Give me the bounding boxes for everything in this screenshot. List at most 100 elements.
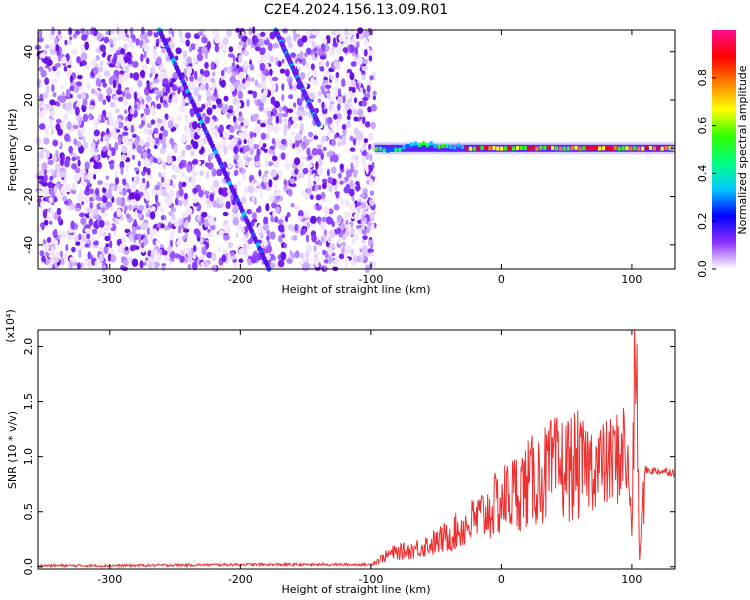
tone-band-cell <box>378 146 382 151</box>
spectrogram-noise-cell <box>241 226 245 234</box>
spectrogram-noise-cell <box>40 81 44 87</box>
spectrogram-noise-cell <box>80 52 88 61</box>
spectrogram-noise-cell <box>79 244 86 249</box>
spectrogram-noise-cell <box>113 229 117 238</box>
spectrogram-noise-cell <box>92 209 97 217</box>
tone-band-cell <box>500 146 504 151</box>
spectrogram-noise-cell <box>258 105 264 112</box>
spectrogram-noise-cell <box>110 128 116 137</box>
spectrogram-noise-cell <box>277 224 285 232</box>
spectrogram-noise-cell <box>81 179 86 187</box>
spectrogram-noise-cell <box>201 211 208 218</box>
spectrogram-noise-cell <box>336 227 341 234</box>
snr-y-axis: 0.0 0.5 1.0 1.5 2.0 <box>22 338 675 576</box>
spectrogram-noise-cell <box>49 189 56 197</box>
spectrogram-noise-cell <box>335 71 340 79</box>
spectrogram-noise-cell <box>233 154 240 160</box>
spectrogram-noise-cell <box>67 101 72 110</box>
spectrogram-noise-cell <box>301 110 308 117</box>
spectrogram-noise-cell <box>254 181 260 187</box>
spectrogram-noise-cell <box>94 260 99 269</box>
spectrogram-noise-cell <box>136 144 143 154</box>
spectrogram-noise-cell <box>233 146 239 154</box>
spectrogram-noise-cell <box>61 56 67 64</box>
spectrogram-noise-cell <box>347 211 352 220</box>
spectrogram-noise-cell <box>102 146 108 152</box>
spectrogram-noise-cell <box>145 57 150 65</box>
spectrogram-noise-cell <box>137 160 141 167</box>
spectrogram-noise-cell <box>68 39 72 46</box>
spectrogram-noise-cell <box>152 157 158 163</box>
spectrogram-noise-cell <box>153 78 160 84</box>
spectrogram-noise-cell <box>100 132 104 139</box>
spectrogram-noise-cell <box>264 170 269 175</box>
spectrogram-noise-cell <box>151 188 155 196</box>
spectrogram-noise-cell <box>190 109 195 118</box>
spectrogram-noise-cell <box>340 198 345 206</box>
spectrogram-noise-cell <box>114 141 119 151</box>
spectrogram-noise-cell <box>43 137 50 145</box>
spectrogram-noise-cell <box>244 67 248 75</box>
tone-band-cell <box>484 145 488 150</box>
spectrogram-noise-cell <box>294 168 299 175</box>
spectrogram-noise-cell <box>170 78 176 83</box>
spectrogram-noise-cell <box>330 138 336 147</box>
spectrogram-noise-cell <box>337 96 343 105</box>
spectrogram-noise-cell <box>144 107 151 116</box>
spectrogram-noise-cell <box>359 87 364 93</box>
spectrogram-y-label: Frequency (Hz) <box>6 109 19 192</box>
spectrogram-noise-cell <box>93 214 99 219</box>
tone-band-cell <box>437 144 441 149</box>
spectrogram-noise-cell <box>317 91 322 97</box>
spectrogram-noise-cell <box>242 118 249 126</box>
spectrogram-noise-cell <box>300 155 307 160</box>
spectrogram-noise-cell <box>86 207 92 213</box>
spectrogram-noise-cell <box>49 51 56 55</box>
spectrogram-noise-cell <box>113 36 117 45</box>
spectrogram-noise-cell <box>161 47 166 54</box>
spectrogram-noise-cell <box>177 199 183 207</box>
spectrogram-noise-cell <box>367 248 374 254</box>
spectrogram-noise-cell <box>206 41 211 50</box>
spectrogram-noise-cell <box>70 220 75 230</box>
spectrogram-noise-cell <box>96 196 103 202</box>
spectrogram-noise-cell <box>366 85 371 93</box>
spectrogram-noise-cell <box>192 261 198 271</box>
spectrogram-noise-cell <box>231 71 236 77</box>
spectrogram-noise-cell <box>352 202 356 211</box>
spectrogram-noise-cell <box>337 237 342 245</box>
tone-band-cell <box>637 146 641 151</box>
spectrogram-noise-cell <box>258 169 262 177</box>
spectrogram-noise-cell <box>48 34 56 40</box>
spectrogram-noise-cell <box>59 250 64 258</box>
spectrogram-noise-cell <box>131 181 137 187</box>
x-tick-label: -300 <box>97 573 122 586</box>
tone-band-cell <box>488 146 492 151</box>
spectrogram-noise-cell <box>263 39 270 46</box>
spectrogram-noise-cell <box>98 229 104 237</box>
spectrogram-noise-cell <box>317 217 321 224</box>
spectrogram-noise-cell <box>299 50 304 60</box>
spectrogram-noise-cell <box>121 187 127 196</box>
colorbar-tick-label: 0.6 <box>696 117 709 135</box>
spectrogram-noise-cell <box>216 203 221 209</box>
y-tick-label: -20 <box>22 188 35 206</box>
spectrogram-noise-cell <box>242 235 248 243</box>
spectrogram-noise-cell <box>322 249 327 256</box>
spectrogram-noise-cell <box>352 137 357 146</box>
spectrogram-noise-cell <box>68 145 73 154</box>
spectrogram-noise-cell <box>106 111 113 119</box>
spectrogram-noise-cell <box>171 174 177 179</box>
spectrogram-noise-cell <box>168 260 172 268</box>
spectrogram-noise-cell <box>256 119 261 125</box>
spectrogram-noise-cell <box>328 184 333 193</box>
spectrogram-noise-cell <box>214 88 218 97</box>
spectrogram-noise-cell <box>204 116 211 124</box>
spectrogram-noise-cell <box>244 145 250 152</box>
spectrogram-noise-cell <box>123 207 127 215</box>
spectrogram-noise-cell <box>182 247 189 254</box>
spectrogram-noise-cell <box>37 175 44 180</box>
spectrogram-noise-cell <box>36 189 42 195</box>
spectrogram-noise-cell <box>75 241 81 246</box>
spectrogram-noise-cell <box>293 205 300 210</box>
